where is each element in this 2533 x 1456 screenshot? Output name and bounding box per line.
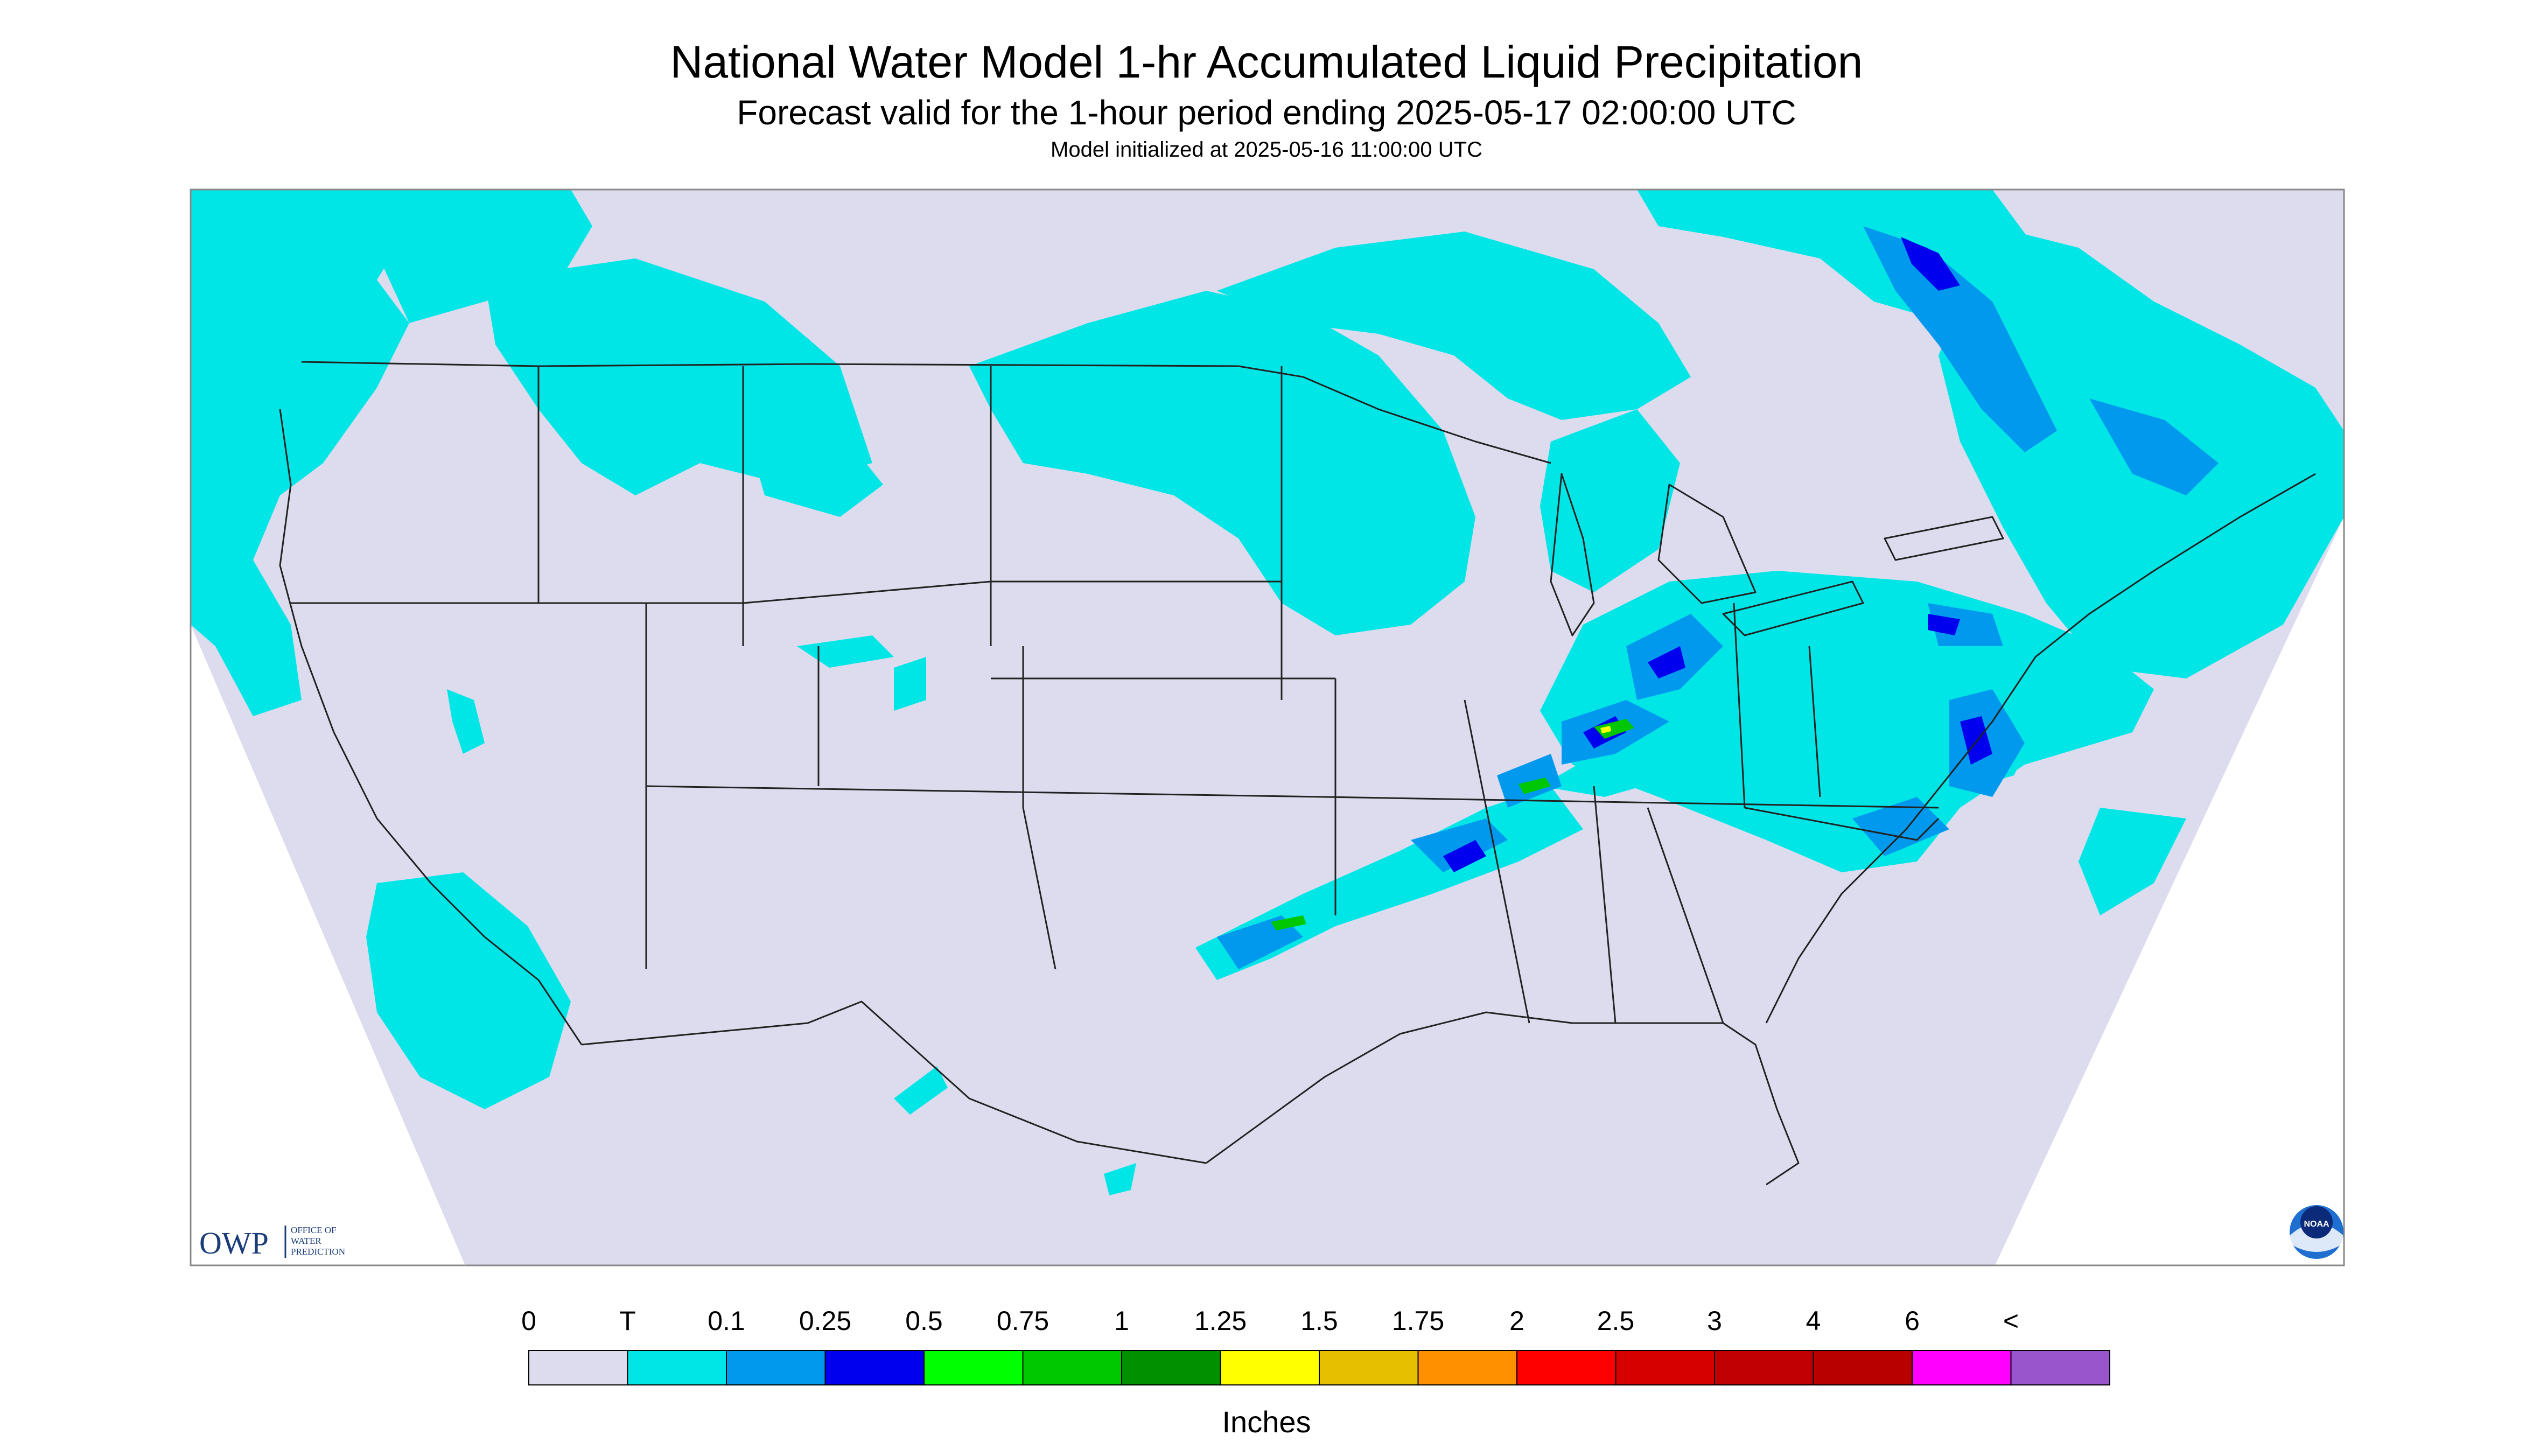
- legend-swatch: [1813, 1350, 1913, 1385]
- legend-color-bar: [528, 1350, 2110, 1385]
- legend-tick-label: 0.1: [708, 1306, 745, 1336]
- legend-swatch: [1022, 1350, 1122, 1385]
- noaa-logo-text: NOAA: [2304, 1220, 2329, 1229]
- legend-tick-label: 1.75: [1392, 1306, 1444, 1336]
- legend-tick-label: T: [619, 1306, 636, 1336]
- legend-swatch: [1912, 1350, 2012, 1385]
- legend-tick-label: <: [2003, 1306, 2019, 1336]
- legend-tick-label: 6: [1905, 1306, 1920, 1336]
- owp-logo-line1: OFFICE OF: [291, 1225, 337, 1235]
- state-boundaries: [279, 361, 2316, 1186]
- map-subtitle: Forecast valid for the 1-hour period end…: [737, 93, 1796, 132]
- legend-tick-label: 4: [1806, 1306, 1821, 1336]
- legend-tick-label: 2.5: [1597, 1306, 1635, 1336]
- owp-logo: OWP OFFICE OF WATER PREDICTION: [199, 1225, 345, 1261]
- precip-light-areas: [1217, 226, 2219, 969]
- legend-tick-label: 1.25: [1194, 1306, 1247, 1336]
- owp-logo-line2: WATER: [291, 1236, 321, 1246]
- legend-swatch: [1121, 1350, 1221, 1385]
- owp-logo-line3: PREDICTION: [291, 1247, 345, 1257]
- legend-labels: 0 T 0.1 0.25 0.5 0.75 1 1.25 1.5 1.75 2 2.5 3 4 6 <: [521, 1306, 2019, 1336]
- legend-swatch: [1319, 1350, 1419, 1385]
- owp-logo-abbrev: OWP: [199, 1226, 269, 1261]
- model-init-text: Model initialized at 2025-05-16 11:00:00…: [1051, 138, 1482, 162]
- precip-heavy-areas: [1271, 719, 1634, 930]
- legend-swatch: [1417, 1350, 1517, 1385]
- legend-tick-label: 1: [1114, 1306, 1129, 1336]
- legend-tick-label: 3: [1707, 1306, 1722, 1336]
- legend-units: Inches: [1222, 1405, 1311, 1439]
- legend-swatch: [1615, 1350, 1715, 1385]
- legend-tick-label: 0.25: [799, 1306, 851, 1336]
- legend-tick-label: 0.5: [905, 1306, 943, 1336]
- noaa-logo: NOAA: [2290, 1205, 2343, 1259]
- map-area: [191, 190, 2344, 1265]
- legend-swatch: [528, 1350, 628, 1385]
- legend-tick-label: 0: [521, 1306, 536, 1336]
- legend-swatch: [923, 1350, 1024, 1385]
- legend-swatch: [1714, 1350, 1814, 1385]
- map-frame: [190, 188, 2345, 1266]
- legend-swatch: [1516, 1350, 1617, 1385]
- legend-swatch: [2010, 1350, 2110, 1385]
- legend-swatch: [627, 1350, 727, 1385]
- precip-very-heavy-areas: [1600, 726, 1611, 733]
- legend-swatch: [824, 1350, 925, 1385]
- legend-tick-label: 2: [1509, 1306, 1524, 1336]
- legend-swatch: [1220, 1350, 1320, 1385]
- legend-tick-label: 1.5: [1300, 1306, 1338, 1336]
- precip-trace-areas: [191, 190, 2344, 1195]
- legend-swatch: [726, 1350, 826, 1385]
- map-title: National Water Model 1-hr Accumulated Li…: [670, 37, 1863, 87]
- legend-tick-label: 0.75: [997, 1306, 1049, 1336]
